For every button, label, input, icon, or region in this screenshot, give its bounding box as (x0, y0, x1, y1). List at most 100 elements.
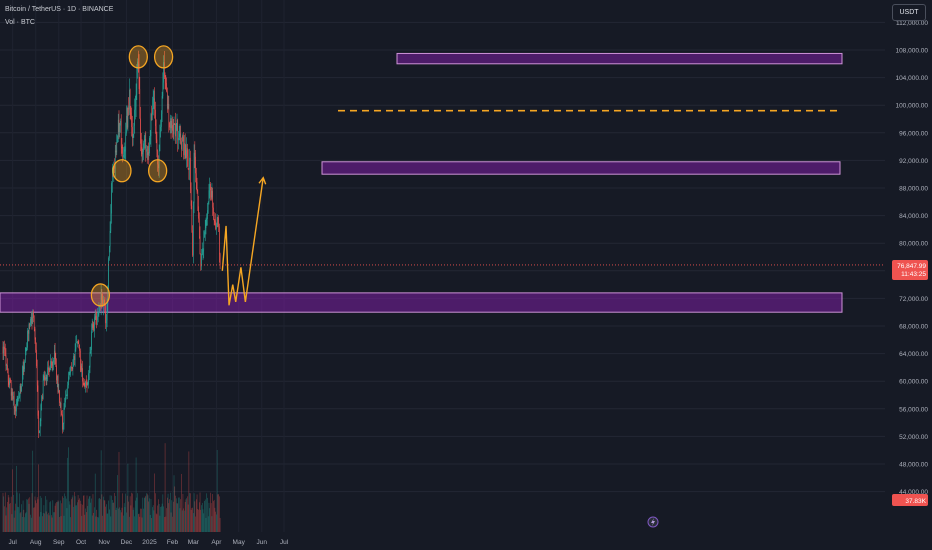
candle-body (22, 372, 23, 387)
volume-bar (152, 505, 154, 532)
candle-body (143, 141, 145, 144)
volume-bar (201, 502, 203, 532)
candle-body (74, 356, 75, 360)
candle-body (168, 103, 170, 123)
candle-body (111, 174, 113, 184)
candle-body (37, 385, 39, 416)
volume-bar (75, 505, 77, 532)
volume-bar (113, 502, 115, 532)
candle-body (42, 396, 43, 399)
candle-body (109, 230, 111, 247)
volume-bar (203, 513, 205, 532)
candle-body (186, 148, 187, 158)
candle-body (149, 136, 151, 138)
support-resistance-zone (396, 52, 843, 65)
volume-bar (186, 498, 187, 532)
volume-bar (22, 500, 24, 532)
volume-bar (187, 504, 189, 532)
volume-bar (129, 496, 131, 532)
volume-bar (80, 503, 82, 532)
candle-body (43, 375, 45, 380)
candle-body (164, 75, 166, 77)
volume-bar (173, 475, 175, 532)
price-tick-label: 112,000.00 (896, 20, 928, 27)
candle-body (27, 330, 29, 334)
volume-bar (17, 506, 19, 532)
candle-body (110, 213, 112, 231)
candle-body (105, 312, 106, 324)
currency-button[interactable]: USDT (892, 4, 926, 21)
volume-bar (107, 513, 109, 532)
price-tick-label: 88,000.00 (899, 186, 928, 193)
candle-body (201, 253, 202, 267)
candle-body (150, 114, 152, 137)
volume-bar (2, 492, 4, 532)
volume-bar (76, 505, 77, 532)
candle-body (128, 107, 129, 110)
candle-body (70, 367, 71, 371)
candle-body (106, 304, 108, 321)
time-tick-label: Jul (280, 539, 289, 546)
volume-bar (140, 508, 142, 532)
candle-body (94, 316, 96, 318)
volume-bar (164, 443, 166, 532)
price-tick-label: 84,000.00 (899, 213, 928, 220)
candle-body (208, 190, 210, 202)
volume-bar (96, 509, 97, 532)
candle-body (67, 385, 68, 395)
volume-bar (56, 502, 57, 532)
candle-body (136, 70, 138, 95)
candle-body (143, 143, 144, 152)
volume-bar (26, 499, 28, 532)
volume-bar (9, 503, 10, 532)
candle-body (101, 292, 103, 300)
volume-bar (11, 514, 13, 532)
volume-bar (211, 516, 213, 532)
candle-body (8, 380, 10, 385)
volume-bar (74, 496, 76, 532)
candle-body (30, 319, 31, 326)
volume-bar (39, 495, 41, 532)
candle-body (126, 115, 128, 128)
volume-bar (97, 516, 98, 532)
volume-bar (216, 514, 217, 532)
candle-body (166, 83, 167, 92)
candle-body (44, 375, 45, 381)
volume-bar (171, 500, 173, 532)
candle-body (39, 430, 40, 434)
candle-body (205, 219, 207, 229)
price-tick-label: 60,000.00 (899, 379, 928, 386)
candle-body (194, 152, 196, 157)
candle-body (72, 366, 74, 369)
volume-bar (181, 510, 183, 532)
volume-bar (117, 508, 119, 532)
volume-bar (18, 507, 19, 532)
symbol-title[interactable]: Bitcoin / TetherUS · 1D · BINANCE (5, 6, 114, 13)
candle-body (111, 183, 112, 214)
candles (2, 50, 221, 438)
candle-body (49, 370, 51, 371)
candle-body (95, 316, 97, 320)
candle-body (65, 397, 66, 403)
volume-bar (105, 506, 106, 532)
candle-body (31, 317, 33, 324)
volume-bar (51, 515, 52, 532)
price-tick-label: 104,000.00 (895, 75, 928, 82)
volume-bar (116, 507, 118, 532)
volume-bar (143, 508, 144, 532)
candle-body (174, 123, 176, 125)
time-tick-label: Mar (188, 539, 200, 546)
volume-bar (178, 497, 179, 532)
candle-body (35, 339, 37, 350)
volume-bar (42, 516, 43, 532)
candle-body (32, 312, 34, 324)
volume-bar (194, 501, 196, 532)
volume-bar (4, 506, 5, 532)
candle-body (15, 407, 16, 412)
volume-bar (25, 513, 26, 532)
candle-body (119, 125, 121, 133)
volume-bar (148, 501, 150, 532)
volume-bar (207, 497, 208, 532)
volume-bar (162, 494, 164, 532)
